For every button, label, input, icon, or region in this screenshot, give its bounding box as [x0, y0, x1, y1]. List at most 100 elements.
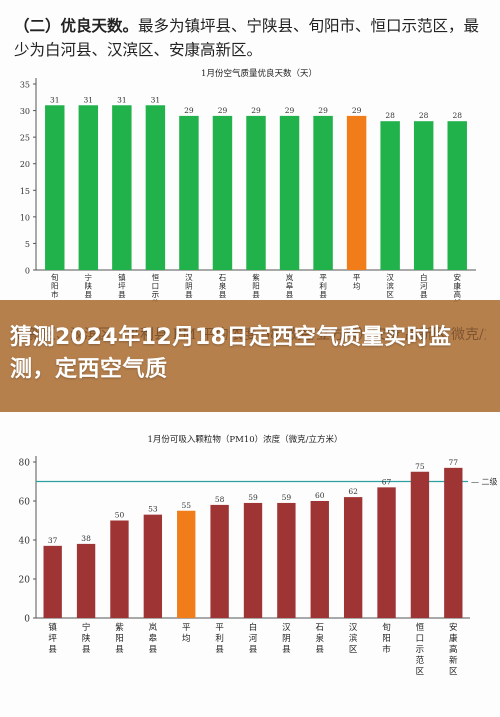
category-label: 石泉县 — [316, 623, 325, 655]
category-label: 宁陕县 — [85, 272, 93, 299]
data-label: 31 — [151, 95, 161, 104]
y-tick-label: 0 — [24, 615, 30, 625]
data-label: 58 — [215, 495, 225, 504]
chart-title: 1月份可吸入颗粒物（PM10）浓度（微克/立方米） — [147, 434, 342, 445]
good-days-chart: 1月份空气质量优良天数（天） 0 5 10 15 20 25 30 35 31 旬阳市 31 宁陕县 31… — [14, 62, 484, 302]
top-paragraph: （二）优良天数。最多为镇坪县、宁陕县、旬阳市、恒口示范区，最少为白河县、汉滨区、… — [14, 14, 486, 62]
data-label: 29 — [352, 106, 362, 115]
category-label: 紫阳县 — [252, 273, 260, 299]
data-label: 59 — [282, 493, 292, 502]
data-label: 59 — [248, 493, 258, 502]
data-label: 60 — [315, 491, 325, 500]
category-label: 汉滨区 — [386, 273, 394, 299]
reference-line-label: — 二级 — [471, 477, 498, 487]
y-tick-label: 15 — [20, 187, 30, 196]
data-label: 31 — [84, 95, 94, 104]
bar — [313, 115, 333, 270]
y-tick-label: 20 — [20, 160, 30, 169]
headline-banner: 高新区、汉滨区、平利县 PM 平均浓度 58 微克/立方米）安康 高新区 微克/… — [0, 300, 500, 412]
category-label: 镇坪县 — [48, 622, 57, 655]
data-label: 28 — [452, 111, 462, 120]
bar — [380, 121, 400, 270]
pm10-chart-svg: 1月份可吸入颗粒物（PM10）浓度（微克/立方米） 0 20 40 60 80 — 二级 37… — [19, 434, 498, 677]
data-label: 29 — [285, 106, 295, 115]
bar — [78, 105, 99, 270]
bar — [343, 497, 363, 618]
data-label: 31 — [50, 95, 60, 104]
bar — [413, 121, 434, 270]
good-days-chart-svg: 1月份空气质量优良天数（天） 0 5 10 15 20 25 30 35 31 旬阳市 31 宁陕县 31… — [20, 68, 476, 302]
data-label: 38 — [81, 534, 91, 543]
banner-background-text: 高新区、汉滨区、平利县 PM 平均浓度 58 微克/立方米）安康 高新区 微克/… — [14, 327, 486, 343]
bar — [377, 487, 396, 618]
y-tick-label: 5 — [25, 240, 30, 249]
data-label: 50 — [115, 511, 125, 520]
headline-title: 猜测2024年12月18日定西空气质量实时监测，定西空气质 — [10, 325, 452, 382]
category-label: 紫阳县 — [115, 623, 124, 655]
bar — [143, 514, 163, 618]
bar — [346, 115, 367, 270]
data-label: 37 — [48, 536, 58, 545]
section-body: 最多为镇坪县、宁陕县、旬阳市、恒口示范区，最少为白河县、汉滨区、安康高新区。 — [14, 17, 480, 59]
data-label: 31 — [117, 95, 127, 104]
pm10-chart: 1月份可吸入颗粒物（PM10）浓度（微克/立方米） 0 20 40 60 80 — 二级 37… — [0, 432, 500, 717]
bar — [112, 105, 132, 270]
bar — [76, 543, 96, 618]
category-label: 平利县 — [215, 623, 224, 655]
category-label: 镇坪县 — [118, 272, 126, 299]
category-label: 平均 — [182, 623, 191, 644]
category-label: 汉滨区 — [349, 623, 358, 655]
data-label: 62 — [348, 487, 358, 496]
category-label: 旬阳市 — [382, 622, 391, 655]
y-tick-label: 80 — [19, 459, 31, 469]
data-label: 75 — [415, 462, 425, 471]
data-label: 29 — [184, 106, 194, 115]
category-label: 安康高新区 — [449, 622, 458, 677]
data-label: 55 — [181, 501, 191, 510]
y-tick-label: 0 — [25, 267, 30, 276]
y-tick-label: 20 — [19, 576, 31, 586]
bar — [410, 471, 430, 618]
bar — [45, 105, 65, 270]
y-tick-label: 40 — [19, 537, 31, 547]
data-label: 29 — [251, 106, 261, 115]
y-tick-label: 30 — [20, 107, 30, 116]
data-label: 53 — [148, 505, 158, 514]
category-label: 岚皋县 — [149, 623, 158, 655]
bar — [279, 115, 300, 270]
y-tick-label: 60 — [19, 498, 31, 508]
category-label: 宁陕县 — [82, 622, 91, 655]
category-label: 石泉县 — [219, 273, 227, 299]
category-label: 平利县 — [319, 273, 327, 299]
bar — [145, 105, 166, 270]
bar — [179, 115, 199, 270]
category-label: 恒口示范区 — [152, 272, 160, 302]
category-label: 汉阴县 — [282, 623, 291, 655]
category-label: 平均 — [353, 273, 361, 291]
bar — [110, 520, 129, 618]
bar — [212, 115, 233, 270]
data-label: 29 — [218, 106, 228, 115]
data-label: 28 — [385, 111, 395, 120]
category-label: 恒口示范区 — [416, 622, 425, 677]
bar — [43, 545, 62, 618]
y-tick-label: 35 — [20, 81, 30, 90]
data-label: 29 — [318, 106, 328, 115]
section-heading: （二）优良天数。 — [14, 16, 139, 35]
category-label: 岚皋县 — [286, 273, 294, 299]
bar — [210, 504, 229, 618]
chart-title: 1月份空气质量优良天数（天） — [201, 68, 317, 79]
category-label: 安康高新区 — [453, 272, 461, 302]
y-tick-label: 10 — [20, 213, 30, 222]
bar — [444, 467, 463, 618]
data-label: 77 — [449, 458, 459, 467]
category-label: 白河县 — [420, 272, 428, 299]
category-label: 汉阴县 — [185, 273, 193, 299]
category-label: 旬阳市 — [51, 272, 59, 299]
bar — [447, 121, 467, 270]
bar — [277, 502, 296, 618]
data-label: 67 — [382, 477, 392, 486]
data-label: 28 — [419, 111, 429, 120]
bar — [243, 502, 263, 618]
